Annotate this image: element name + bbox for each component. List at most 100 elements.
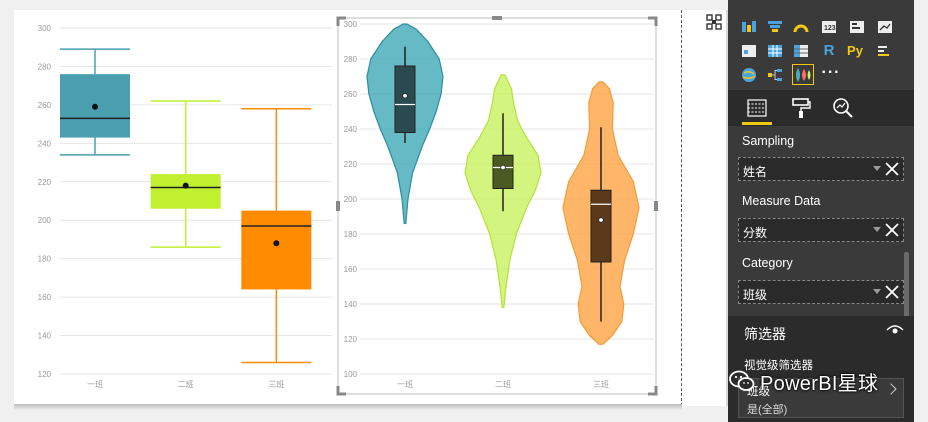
category-well-label: Category	[742, 256, 793, 270]
violin-plot-chart[interactable]: 100 120 140 160 180 200 220 240 260 280 300 一班 二班 三班	[14, 10, 682, 406]
python-visual-icon[interactable]: Py	[847, 43, 863, 58]
mean-point	[182, 182, 189, 189]
multi-row-card-icon[interactable]	[848, 18, 866, 35]
x-tick-label: 二班	[178, 379, 194, 389]
mean-point	[92, 103, 98, 110]
more-visuals-icon[interactable]: ···	[821, 63, 841, 81]
y-tick-label: 200	[38, 216, 52, 225]
y-tick-label: 280	[38, 62, 52, 71]
panel-separator	[726, 10, 728, 406]
kpi-icon[interactable]	[876, 18, 894, 35]
box-1[interactable]	[60, 48, 130, 156]
category-field-value: 班级	[743, 288, 768, 302]
resize-handle[interactable]	[336, 386, 346, 396]
box-2[interactable]	[150, 100, 221, 248]
filters-title: 筛选器	[744, 326, 786, 342]
category-field-well[interactable]: 班级	[738, 280, 904, 304]
format-tab[interactable]	[786, 94, 816, 122]
y-tick-label: 220	[38, 178, 52, 187]
key-influencers-icon[interactable]	[876, 42, 894, 59]
violin-plot-visual-icon[interactable]	[792, 64, 814, 85]
decomposition-tree-icon[interactable]	[766, 66, 784, 83]
remove-field-icon[interactable]	[883, 160, 901, 178]
watermark: PowerBI星球	[728, 364, 918, 398]
y-tick-label: 160	[344, 265, 358, 274]
card-icon[interactable]: 123	[820, 18, 838, 35]
chevron-down-icon[interactable]	[873, 227, 881, 232]
visual-gallery: 123 R Py ···	[728, 0, 914, 90]
filter-card-title: 班级	[747, 386, 770, 398]
y-tick-label: 180	[38, 255, 52, 264]
iqr-box[interactable]	[241, 210, 312, 290]
filters-section: 筛选器 视觉级筛选器 班级 是(全部)	[728, 316, 914, 422]
measure-well-label: Measure Data	[742, 194, 821, 208]
iqr-box[interactable]	[492, 154, 514, 189]
analytics-tab[interactable]	[828, 94, 858, 122]
y-tick-label: 260	[38, 101, 52, 110]
violin-2[interactable]	[464, 74, 542, 309]
matrix-icon[interactable]	[792, 42, 810, 59]
y-tick-label: 180	[344, 230, 358, 239]
svg-text:123: 123	[824, 25, 836, 32]
box-plot-chart[interactable]: 120 140 160 180 200 220 240 260 280 300 一班 二班 三班	[14, 10, 344, 406]
report-canvas[interactable]: 120 140 160 180 200 220 240 260 280 300 一班 二班 三班 100…	[14, 10, 682, 406]
x-tick-label: 三班	[268, 379, 284, 389]
y-tick-label: 280	[344, 55, 358, 64]
mean-point	[273, 240, 280, 247]
arcgis-map-icon[interactable]	[740, 66, 758, 83]
sampling-field-value: 姓名	[743, 165, 768, 179]
y-tick-label: 120	[344, 335, 358, 344]
violin-3[interactable]	[562, 81, 640, 345]
wechat-logo-icon	[729, 370, 755, 391]
box-3[interactable]	[241, 107, 312, 364]
visualizations-pane: 123 R Py ···	[728, 0, 914, 422]
slicer-icon[interactable]	[740, 42, 758, 59]
resize-handle[interactable]	[648, 386, 658, 396]
iqr-box[interactable]	[590, 189, 612, 263]
fields-icon	[747, 99, 767, 117]
filter-card-summary: 是(全部)	[747, 404, 788, 416]
y-tick-label: 200	[344, 195, 358, 204]
y-tick-label: 300	[38, 24, 52, 33]
fields-tab[interactable]	[742, 94, 772, 122]
visual-level-filters-label: 视觉级筛选器	[744, 360, 813, 372]
r-script-visual-icon[interactable]: R	[823, 42, 835, 59]
measure-field-well[interactable]: 分数	[738, 218, 904, 242]
violin-1[interactable]	[366, 23, 444, 225]
y-tick-label: 140	[38, 332, 52, 341]
iqr-box[interactable]	[150, 174, 221, 209]
iqr-box[interactable]	[394, 65, 416, 133]
sampling-field-well[interactable]: 姓名	[738, 157, 904, 181]
ribbon-chart-icon[interactable]	[740, 18, 758, 35]
y-tick-label: 240	[344, 125, 358, 134]
y-tick-label: 140	[344, 300, 358, 309]
funnel-chart-icon[interactable]	[766, 18, 784, 35]
y-tick-label: 160	[38, 293, 52, 302]
x-tick-label: 一班	[397, 379, 413, 389]
filter-card-class[interactable]: 班级 是(全部)	[738, 378, 904, 418]
resize-handle[interactable]	[648, 16, 658, 26]
focus-mode-icon[interactable]	[706, 14, 722, 30]
analytics-magnifier-icon	[833, 98, 853, 118]
y-tick-label: 220	[344, 160, 358, 169]
x-tick-label: 二班	[495, 379, 511, 389]
gauge-chart-icon[interactable]	[792, 18, 810, 35]
watermark-text: PowerBI星球	[760, 372, 879, 395]
y-tick-label: 260	[344, 90, 358, 99]
chevron-down-icon[interactable]	[873, 289, 881, 294]
eye-icon[interactable]	[886, 323, 904, 337]
remove-field-icon[interactable]	[883, 221, 901, 239]
sampling-well-label: Sampling	[742, 134, 795, 148]
mean-point	[598, 217, 604, 223]
resize-handle[interactable]	[336, 16, 346, 26]
mean-point	[402, 93, 408, 99]
x-tick-label: 三班	[593, 379, 609, 389]
mean-point	[500, 164, 506, 171]
chevron-down-icon[interactable]	[873, 166, 881, 171]
measure-field-value: 分数	[743, 226, 768, 240]
remove-field-icon[interactable]	[883, 283, 901, 301]
y-tick-label: 100	[344, 370, 358, 379]
y-tick-label: 240	[38, 139, 52, 148]
canvas-shadow	[14, 404, 682, 410]
table-icon[interactable]	[766, 42, 784, 59]
